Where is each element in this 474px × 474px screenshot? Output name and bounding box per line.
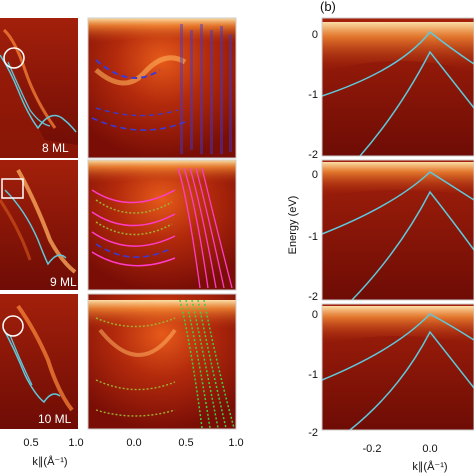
cyan-band-inner <box>359 50 474 157</box>
tick-label: -1 <box>308 89 318 101</box>
thickness-label-10ml: 10 ML <box>38 412 72 426</box>
col2-panel-middle <box>88 160 236 290</box>
col2-borders <box>87 17 237 430</box>
right-y-axis-top: 0 -1 -2 <box>308 29 318 161</box>
green-dotted-fan <box>179 299 235 429</box>
highlight-circle <box>3 47 25 69</box>
x-axis-label: k∥(Å⁻¹) <box>32 455 67 468</box>
cyan-curve <box>0 54 77 133</box>
highlight-box <box>1 178 24 199</box>
olive-dotted-curve <box>95 221 173 236</box>
tick-label: -1 <box>308 231 318 243</box>
tick-label: -0.2 <box>363 443 382 455</box>
thickness-label-9ml: 9 ML <box>50 275 77 289</box>
olive-dotted-curve <box>95 379 176 391</box>
col1-panel-9ml: 9 ML <box>0 160 78 290</box>
cyan-curve <box>4 189 67 266</box>
right-panel-top <box>321 18 474 157</box>
magenta-curve <box>91 231 176 247</box>
cyan-band-outer <box>321 171 474 235</box>
olive-dotted-curve <box>95 317 176 328</box>
col2-panel-bottom <box>88 294 236 429</box>
right-y-axis-middle: 0 -1 -2 <box>308 169 318 303</box>
cyan-curve <box>7 61 51 127</box>
right-borders <box>321 17 474 431</box>
magenta-curve <box>91 189 176 204</box>
cyan-curve <box>2 327 61 404</box>
cyan-band-inner <box>351 190 474 301</box>
tick-label: 0.0 <box>422 443 437 455</box>
blue-text-column <box>180 24 232 154</box>
col2-x-axis: 0.0 0.5 1.0 <box>126 437 243 449</box>
olive-dotted-curve <box>95 409 176 417</box>
tick-label: 1.0 <box>228 437 243 449</box>
cyan-band-outer <box>321 30 474 97</box>
right-y-axis-bottom: 0 -1 -2 <box>308 309 318 439</box>
col1-panel-8ml: 8 ML <box>0 18 78 158</box>
blue-dash-curve <box>95 107 179 117</box>
col1-panel-10ml: 10 ML <box>0 294 78 429</box>
cyan-curve <box>9 334 33 386</box>
thickness-label-8ml: 8 ML <box>42 141 69 155</box>
magenta-curve <box>91 251 176 267</box>
panel-label-b: (b) <box>320 0 336 14</box>
magenta-fan <box>177 167 233 289</box>
blue-dash-curve <box>95 59 161 79</box>
col1-x-axis: 0.5 1.0 k∥(Å⁻¹) <box>23 437 83 468</box>
blue-dash-curve <box>91 117 186 131</box>
tick-label: 0.0 <box>126 437 141 449</box>
tick-label: -1 <box>308 369 318 381</box>
tick-label: -2 <box>308 149 318 161</box>
tick-label: 1.0 <box>68 437 83 449</box>
right-panel-bottom <box>321 304 474 431</box>
blue-dash-curve <box>95 243 173 258</box>
highlight-circle <box>2 315 24 337</box>
tick-label: -2 <box>308 427 318 439</box>
y-axis-label: Energy (eV) <box>287 196 299 255</box>
tick-label: 0.5 <box>178 437 193 449</box>
olive-dotted-curve <box>95 199 173 214</box>
cyan-band-inner <box>349 330 474 431</box>
x-axis-label: k∥(Å⁻¹) <box>412 460 447 473</box>
cyan-band-outer <box>321 313 474 381</box>
col2-panel-top <box>88 18 236 158</box>
tick-label: 0 <box>312 309 318 321</box>
tick-label: 0 <box>312 169 318 181</box>
tick-label: 0 <box>312 29 318 41</box>
right-panel-middle <box>321 160 474 301</box>
right-x-axis: -0.2 0.0 k∥(Å⁻¹) <box>363 443 448 473</box>
tick-label: -2 <box>308 291 318 303</box>
magenta-curve <box>91 211 176 227</box>
tick-label: 0.5 <box>23 437 38 449</box>
